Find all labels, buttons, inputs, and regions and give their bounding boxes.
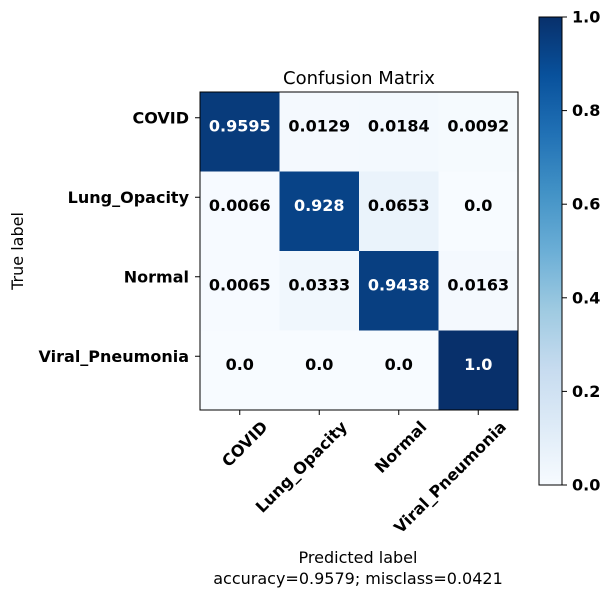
colorbar-ticks: 0.0 0.2 0.4 0.6 0.8 1.0 [562,8,600,495]
heatmap-cell-r1-c0 [200,171,280,252]
y-tick-label-2: Normal [124,267,189,286]
y-tick-label-0: COVID [132,108,189,127]
cell-value-label-r1-c0: 0.0066 [209,196,271,215]
heatmap-cell-r0-c1 [279,92,360,172]
heatmap-cell-r2-c1 [279,251,360,331]
heatmap-cell-r2-c3 [438,251,519,331]
heatmap-cell-r1-c3 [438,171,519,252]
cell-value-label-r3-c3: 1.0 [464,355,492,374]
cell-value-label-r1-c2: 0.0653 [368,196,430,215]
colorbar-tick-label-5: 1.0 [572,8,600,27]
y-tick-label-1: Lung_Opacity [68,188,190,207]
cell-value-label-r3-c1: 0.0 [305,355,333,374]
colorbar-tick-label-3: 0.6 [572,195,600,214]
cell-value-label-r2-c3: 0.0163 [447,275,509,294]
cell-value-label-r2-c2: 0.9438 [368,275,430,294]
heatmap-cell-r0-c3 [438,92,519,172]
cell-value-label-r1-c1: 0.928 [294,196,345,215]
heatmap-cell-r0-c0 [200,92,280,172]
cell-value-label-r0-c0: 0.9595 [209,116,271,135]
heatmap-cells: 0.9595 0.0129 0.0184 0.0092 0.0066 0.928 0.065… [200,92,519,411]
cell-value-label-r0-c1: 0.0129 [288,116,350,135]
heatmap-cell-r1-c1 [279,171,360,252]
colorbar-tick-label-4: 0.8 [572,101,600,120]
heatmap-cell-r1-c2 [359,171,439,252]
x-tick-label-0: COVID [218,417,271,470]
heatmap-cell-r2-c0 [200,251,280,331]
cell-value-label-r2-c0: 0.0065 [209,275,271,294]
cell-value-label-r3-c2: 0.0 [385,355,413,374]
colorbar-tick-label-2: 0.4 [572,288,600,307]
colorbar [538,16,563,486]
cell-value-label-r0-c3: 0.0092 [447,116,509,135]
x-tick-label-2: Normal [371,417,431,477]
y-tick-label-3: Viral_Pneumonia [39,347,189,366]
colorbar-tick-label-1: 0.2 [572,382,600,401]
heatmap-cell-r3-c0 [200,330,280,411]
heatmap-cell-r2-c2 [359,251,439,331]
accuracy-footer: accuracy=0.9579; misclass=0.0421 [213,569,503,588]
heatmap-cell-r3-c1 [279,330,360,411]
x-axis-label: Predicted label [299,548,418,567]
cell-value-label-r0-c2: 0.0184 [368,116,430,135]
heatmap-cell-r3-c3 [438,330,519,411]
y-axis-label: True label [8,212,27,291]
plot-frame [199,91,519,411]
colorbar-tick-label-0: 0.0 [572,476,600,495]
cell-value-label-r2-c1: 0.0333 [288,275,350,294]
heatmap-cell-r0-c2 [359,92,439,172]
cell-value-label-r1-c3: 0.0 [464,196,492,215]
cell-value-label-r3-c0: 0.0 [226,355,254,374]
heatmap-cell-r3-c2 [359,330,439,411]
chart-title: Confusion Matrix [283,68,435,89]
